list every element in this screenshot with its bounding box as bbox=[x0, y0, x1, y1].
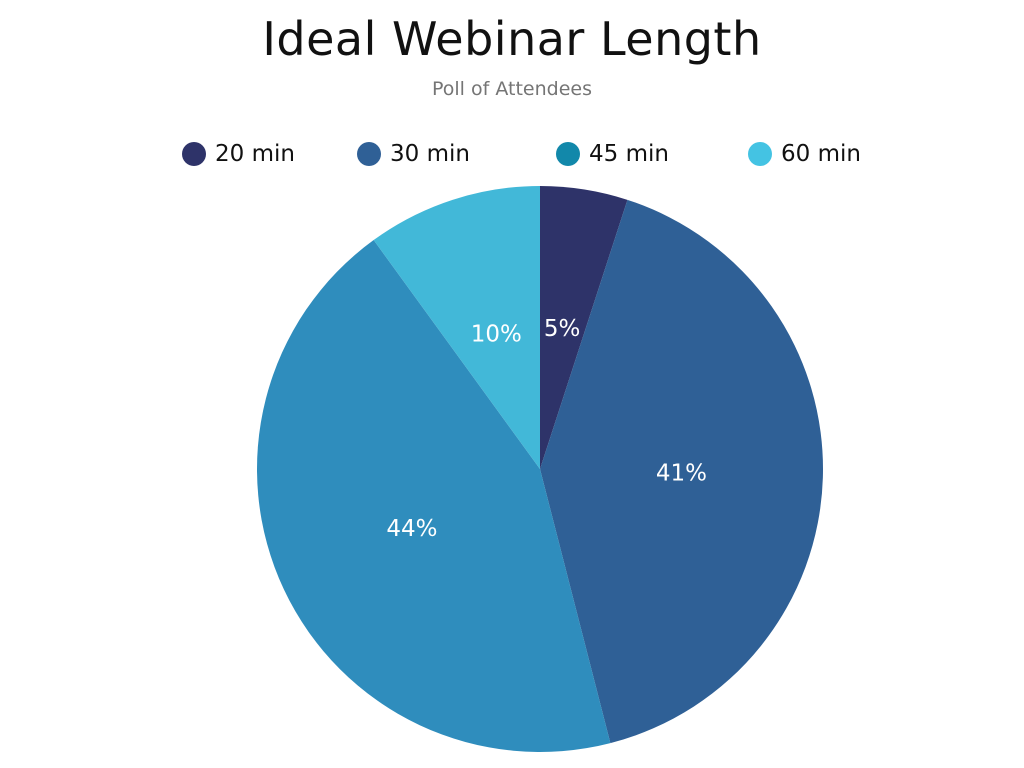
legend-label-30-min: 30 min bbox=[390, 141, 470, 167]
legend-item-30-min[interactable]: 30 min bbox=[357, 139, 470, 169]
pie-slice-45-min[interactable] bbox=[257, 240, 611, 752]
legend-label-45-min: 45 min bbox=[589, 141, 669, 167]
legend-marker-45-min bbox=[556, 142, 580, 166]
data-label-20-min: 5% bbox=[544, 316, 581, 342]
data-label-30-min: 41% bbox=[656, 460, 707, 486]
legend-marker-20-min bbox=[182, 142, 206, 166]
pie-slice-60-min[interactable] bbox=[373, 186, 540, 469]
pie-slice-20-min[interactable] bbox=[540, 186, 628, 469]
legend-item-45-min[interactable]: 45 min bbox=[556, 139, 669, 169]
legend-item-20-min[interactable]: 20 min bbox=[182, 139, 295, 169]
data-label-45-min: 44% bbox=[386, 516, 437, 542]
pie-slice-30-min[interactable] bbox=[540, 199, 823, 744]
chart-subtitle: Poll of Attendees bbox=[432, 78, 592, 100]
legend-label-60-min: 60 min bbox=[781, 141, 861, 167]
legend-marker-60-min bbox=[748, 142, 772, 166]
data-label-60-min: 10% bbox=[471, 321, 522, 347]
legend-item-60-min[interactable]: 60 min bbox=[748, 139, 861, 169]
pie-slices bbox=[257, 186, 823, 752]
pie-data-labels: 5% 41% 44% 10% bbox=[386, 316, 707, 542]
chart-title: Ideal Webinar Length bbox=[262, 12, 762, 66]
legend-marker-30-min bbox=[357, 142, 381, 166]
legend-label-20-min: 20 min bbox=[215, 141, 295, 167]
